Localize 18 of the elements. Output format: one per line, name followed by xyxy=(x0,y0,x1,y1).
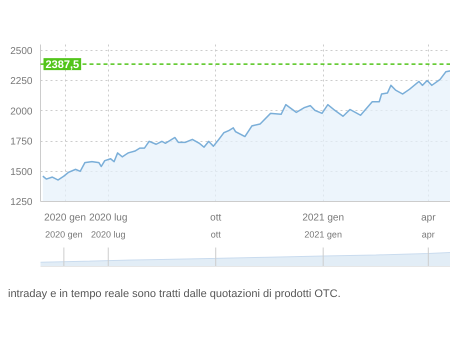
y-tick-label: 1750 xyxy=(10,136,33,148)
x-tick-label: 2020 gen xyxy=(45,230,83,240)
x-tick-label: 2021 gen xyxy=(304,230,342,240)
y-tick-label: 2000 xyxy=(10,106,33,118)
x-tick-label: 2021 gen xyxy=(302,212,344,224)
x-tick-label: apr xyxy=(421,212,436,224)
ref-line-label: 2387,5 xyxy=(46,59,80,72)
x-tick-label: 2020 lug xyxy=(90,230,126,240)
text: intraday e in tempo reale sono tratti dalle quotazioni di prodotti OTC. xyxy=(8,287,341,302)
y-tick-label: 1500 xyxy=(10,166,33,178)
x-tick-label: ott xyxy=(210,212,222,224)
x-tick-label: 2020 lug xyxy=(89,212,128,224)
x-tick-label: apr xyxy=(422,230,435,240)
x-tick-label: 2020 gen xyxy=(44,212,86,224)
y-tick-label: 1250 xyxy=(10,197,33,208)
y-tick-label: 2500 xyxy=(10,46,33,58)
x-tick-label: ott xyxy=(210,230,222,240)
y-tick-label: 2250 xyxy=(10,76,33,88)
